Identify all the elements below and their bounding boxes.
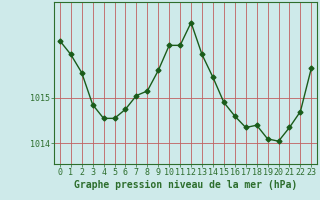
X-axis label: Graphe pression niveau de la mer (hPa): Graphe pression niveau de la mer (hPa) [74, 180, 297, 190]
